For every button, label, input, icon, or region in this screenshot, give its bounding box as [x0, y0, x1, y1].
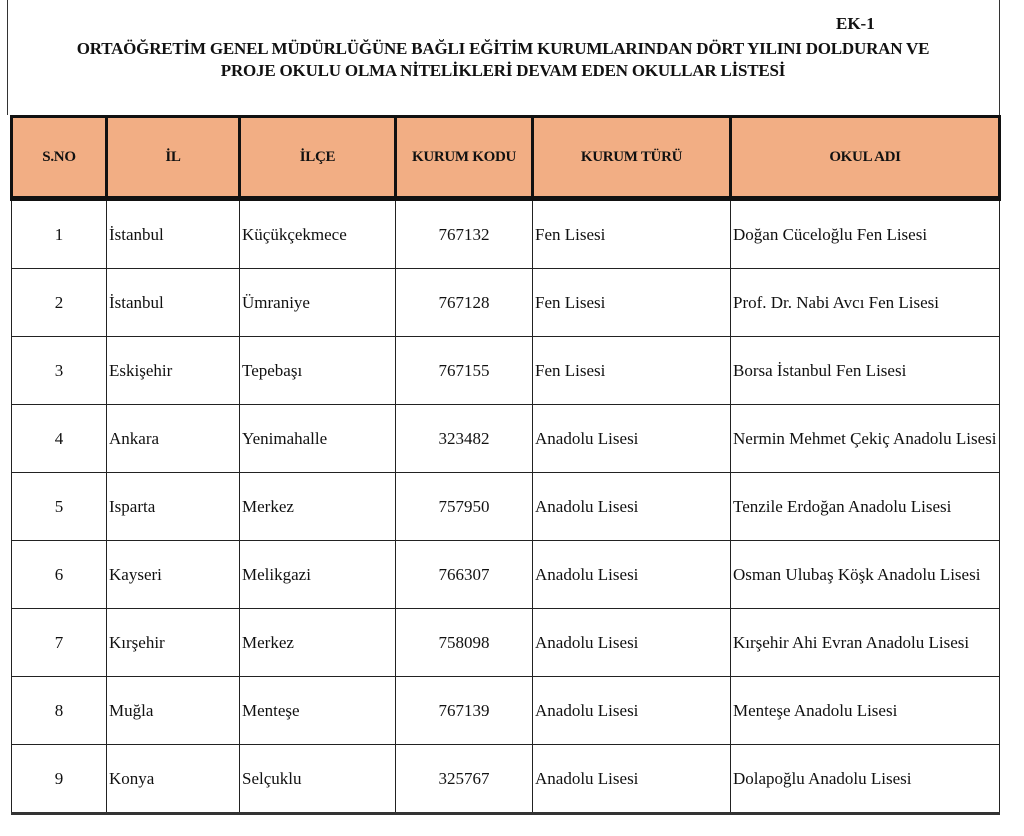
cell-ilce: Merkez: [239, 472, 396, 541]
table-header-row: S.NO İL İLÇE KURUM KODU KURUM TÜRÜ OKUL …: [10, 115, 1001, 201]
col-header-sno: S.NO: [10, 115, 108, 201]
cell-sno: 4: [11, 404, 107, 473]
cell-il: İstanbul: [106, 198, 240, 269]
col-header-il: İL: [105, 115, 241, 201]
cell-kurum-turu: Anadolu Lisesi: [532, 676, 731, 745]
col-header-okul-adi: OKUL ADI: [729, 115, 1001, 201]
cell-okul-adi: Osman Ulubaş Köşk Anadolu Lisesi: [730, 540, 1000, 609]
cell-kurum-kodu: 767132: [395, 198, 533, 269]
col-header-kurum-kodu: KURUM KODU: [394, 115, 534, 201]
cell-kurum-turu: Fen Lisesi: [532, 198, 731, 269]
cell-okul-adi: Kırşehir Ahi Evran Anadolu Lisesi: [730, 608, 1000, 677]
cell-ilce: Yenimahalle: [239, 404, 396, 473]
document-title: ORTAÖĞRETİM GENEL MÜDÜRLÜĞÜNE BAĞLI EĞİT…: [8, 38, 998, 82]
table-row: 5 Isparta Merkez 757950 Anadolu Lisesi Tenzil…: [11, 472, 1000, 541]
table-row: 4 Ankara Yenimahalle 323482 Anadolu Lisesi Ne…: [11, 404, 1000, 473]
cell-kurum-turu: Fen Lisesi: [532, 336, 731, 405]
cell-kurum-kodu: 766307: [395, 540, 533, 609]
table-row: 2 İstanbul Ümraniye 767128 Fen Lisesi Prof. D…: [11, 268, 1000, 337]
table-row: 1 İstanbul Küçükçekmece 767132 Fen Lisesi Doğ…: [11, 198, 1000, 269]
cell-kurum-kodu: 767155: [395, 336, 533, 405]
cell-kurum-kodu: 323482: [395, 404, 533, 473]
cell-il: Muğla: [106, 676, 240, 745]
cell-kurum-kodu: 767128: [395, 268, 533, 337]
cell-kurum-turu: Anadolu Lisesi: [532, 404, 731, 473]
cell-okul-adi: Prof. Dr. Nabi Avcı Fen Lisesi: [730, 268, 1000, 337]
annex-label: EK-1: [836, 14, 875, 33]
cell-kurum-turu: Anadolu Lisesi: [532, 540, 731, 609]
cell-kurum-kodu: 757950: [395, 472, 533, 541]
title-line-1: ORTAÖĞRETİM GENEL MÜDÜRLÜĞÜNE BAĞLI EĞİT…: [76, 39, 930, 58]
cell-sno: 1: [11, 198, 107, 269]
table-row: 3 Eskişehir Tepebaşı 767155 Fen Lisesi Borsa …: [11, 336, 1000, 405]
cell-il: Konya: [106, 744, 240, 815]
cell-okul-adi: Menteşe Anadolu Lisesi: [730, 676, 1000, 745]
cell-il: Kırşehir: [106, 608, 240, 677]
cell-ilce: Ümraniye: [239, 268, 396, 337]
cell-il: Isparta: [106, 472, 240, 541]
cell-kurum-turu: Anadolu Lisesi: [532, 744, 731, 815]
table-row: 8 Muğla Menteşe 767139 Anadolu Lisesi Menteşe…: [11, 676, 1000, 745]
cell-sno: 7: [11, 608, 107, 677]
cell-sno: 6: [11, 540, 107, 609]
col-header-ilce: İLÇE: [238, 115, 397, 201]
cell-ilce: Melikgazi: [239, 540, 396, 609]
cell-ilce: Selçuklu: [239, 744, 396, 815]
cell-il: İstanbul: [106, 268, 240, 337]
cell-okul-adi: Dolapoğlu Anadolu Lisesi: [730, 744, 1000, 815]
cell-kurum-kodu: 767139: [395, 676, 533, 745]
cell-kurum-kodu: 325767: [395, 744, 533, 815]
cell-kurum-kodu: 758098: [395, 608, 533, 677]
cell-kurum-turu: Anadolu Lisesi: [532, 472, 731, 541]
cell-sno: 5: [11, 472, 107, 541]
document-frame: [7, 0, 1000, 115]
col-header-kurum-turu: KURUM TÜRÜ: [531, 115, 732, 201]
cell-il: Eskişehir: [106, 336, 240, 405]
cell-sno: 9: [11, 744, 107, 815]
schools-table: S.NO İL İLÇE KURUM KODU KURUM TÜRÜ OKUL …: [10, 115, 1001, 815]
cell-sno: 8: [11, 676, 107, 745]
cell-ilce: Merkez: [239, 608, 396, 677]
table-row: 6 Kayseri Melikgazi 766307 Anadolu Lisesi Osm…: [11, 540, 1000, 609]
cell-il: Kayseri: [106, 540, 240, 609]
cell-okul-adi: Tenzile Erdoğan Anadolu Lisesi: [730, 472, 1000, 541]
cell-kurum-turu: Fen Lisesi: [532, 268, 731, 337]
table-row: 9 Konya Selçuklu 325767 Anadolu Lisesi Dolapo…: [11, 744, 1000, 815]
cell-ilce: Menteşe: [239, 676, 396, 745]
cell-okul-adi: Borsa İstanbul Fen Lisesi: [730, 336, 1000, 405]
title-line-2: PROJE OKULU OLMA NİTELİKLERİ DEVAM EDEN …: [220, 61, 786, 80]
cell-ilce: Tepebaşı: [239, 336, 396, 405]
cell-okul-adi: Doğan Cüceloğlu Fen Lisesi: [730, 198, 1000, 269]
cell-okul-adi: Nermin Mehmet Çekiç Anadolu Lisesi: [730, 404, 1000, 473]
table-row: 7 Kırşehir Merkez 758098 Anadolu Lisesi Kırşe…: [11, 608, 1000, 677]
cell-il: Ankara: [106, 404, 240, 473]
cell-sno: 3: [11, 336, 107, 405]
cell-kurum-turu: Anadolu Lisesi: [532, 608, 731, 677]
cell-sno: 2: [11, 268, 107, 337]
cell-ilce: Küçükçekmece: [239, 198, 396, 269]
